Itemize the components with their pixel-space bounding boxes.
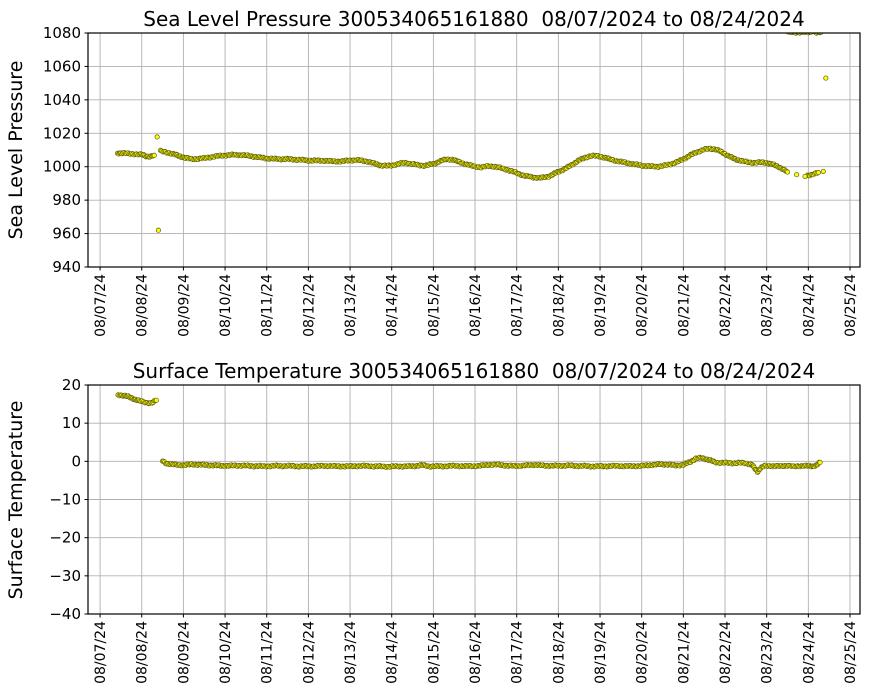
- y-tick-label: 960: [52, 225, 81, 243]
- data-point: [153, 397, 159, 403]
- y-tick-label: 1040: [43, 91, 81, 109]
- x-tick-label: 08/24/24: [801, 621, 817, 684]
- x-tick-label: 08/19/24: [593, 621, 609, 684]
- series-pressure-trailing-segment: [804, 170, 821, 179]
- y-tick-label: −40: [49, 605, 81, 623]
- x-tick-label: 08/15/24: [426, 274, 442, 337]
- data-point: [820, 168, 826, 174]
- x-tick-label: 08/25/24: [843, 274, 859, 337]
- x-tick-label: 08/23/24: [760, 274, 776, 337]
- x-tick-label: 08/08/24: [135, 621, 151, 684]
- data-point: [802, 173, 808, 179]
- series-temperature-main-segment: [160, 454, 823, 475]
- series-temperature-early-segment: [115, 392, 159, 407]
- x-tick-label: 08/10/24: [218, 621, 234, 684]
- x-tick-label: 08/21/24: [676, 621, 692, 684]
- y-tick-label: 1000: [43, 158, 81, 176]
- x-tick-label: 08/10/24: [218, 274, 234, 337]
- x-tick-label: 08/07/24: [93, 621, 109, 684]
- tick-labels: 1080 1060 1040 1020 1000 980 960 940 08/07/24 08/…: [43, 24, 859, 337]
- x-tick-label: 08/14/24: [385, 274, 401, 337]
- series-pressure-main-segment: [157, 145, 791, 182]
- tick-labels: 20 10 0 −10 −20 −30 −40 08/07/24 08/08/24 08/09/2…: [49, 376, 859, 684]
- y-tick-label: −20: [49, 529, 81, 547]
- plot-spines: [87, 384, 861, 615]
- series-pressure-scattered-points: [154, 75, 829, 233]
- y-tick-label: 940: [52, 258, 81, 276]
- data-point: [815, 170, 821, 176]
- x-tick-label: 08/24/24: [801, 274, 817, 337]
- pressure-chart: 1080 1060 1040 1020 1000 980 960 940 08/07/24 08/…: [5, 7, 861, 337]
- temperature-chart: 20 10 0 −10 −20 −30 −40 08/07/24 08/08/24 08/09/2…: [5, 359, 861, 684]
- x-tick-label: 08/07/24: [93, 274, 109, 337]
- gridlines: [88, 32, 860, 268]
- x-tick-label: 08/15/24: [426, 621, 442, 684]
- x-tick-label: 08/09/24: [176, 274, 192, 337]
- x-tick-label: 08/20/24: [635, 621, 651, 684]
- y-tick-label: −30: [49, 567, 81, 585]
- x-tick-label: 08/22/24: [718, 274, 734, 337]
- y-tick-label: 0: [71, 452, 81, 470]
- x-tick-label: 08/13/24: [343, 621, 359, 684]
- y-tick-label: 1080: [43, 24, 81, 42]
- x-tick-label: 08/18/24: [551, 621, 567, 684]
- x-tick-label: 08/23/24: [760, 621, 776, 684]
- x-tick-label: 08/12/24: [301, 621, 317, 684]
- x-tick-label: 08/16/24: [468, 274, 484, 337]
- y-tick-label: 1020: [43, 124, 81, 142]
- data-point: [823, 75, 829, 81]
- x-tick-label: 08/14/24: [385, 621, 401, 684]
- tick-marks: [84, 384, 851, 618]
- data-point: [154, 134, 160, 140]
- x-tick-label: 08/11/24: [260, 621, 276, 684]
- data-point: [155, 227, 161, 233]
- plot-spines: [87, 32, 861, 268]
- y-tick-label: 1060: [43, 57, 81, 75]
- temperature-y-axis-label: Surface Temperature: [5, 401, 27, 600]
- y-tick-label: 10: [62, 414, 81, 432]
- x-tick-label: 08/22/24: [718, 621, 734, 684]
- x-tick-label: 08/16/24: [468, 621, 484, 684]
- pressure-chart-title: Sea Level Pressure 300534065161880 08/07…: [143, 7, 804, 31]
- x-tick-label: 08/17/24: [510, 274, 526, 337]
- data-point: [151, 152, 157, 158]
- temperature-plot-area: 20 10 0 −10 −20 −30 −40 08/07/24 08/08/24 08/09/2…: [49, 376, 861, 684]
- series-pressure-early-segment: [115, 150, 157, 160]
- data-points: [115, 392, 823, 475]
- data-point: [818, 33, 824, 35]
- x-tick-label: 08/17/24: [510, 621, 526, 684]
- x-tick-label: 08/08/24: [135, 274, 151, 337]
- gridlines: [88, 384, 860, 615]
- temperature-chart-title: Surface Temperature 300534065161880 08/0…: [133, 359, 816, 383]
- x-tick-label: 08/12/24: [301, 274, 317, 337]
- x-tick-label: 08/25/24: [843, 621, 859, 684]
- y-tick-label: −10: [49, 491, 81, 509]
- pressure-plot-area: 1080 1060 1040 1020 1000 980 960 940 08/07/24 08/…: [43, 24, 861, 337]
- data-point: [817, 459, 823, 466]
- data-point: [794, 172, 800, 178]
- x-tick-label: 08/13/24: [343, 274, 359, 337]
- x-tick-label: 08/11/24: [260, 274, 276, 337]
- y-tick-label: 20: [62, 376, 81, 394]
- x-tick-label: 08/20/24: [635, 274, 651, 337]
- data-points: [115, 33, 829, 233]
- x-tick-label: 08/09/24: [176, 621, 192, 684]
- tick-marks: [84, 32, 851, 271]
- y-tick-label: 980: [52, 191, 81, 209]
- pressure-y-axis-label: Sea Level Pressure: [5, 61, 27, 240]
- x-tick-label: 08/21/24: [676, 274, 692, 337]
- x-tick-label: 08/18/24: [551, 274, 567, 337]
- data-point: [784, 169, 791, 175]
- x-tick-label: 08/19/24: [593, 274, 609, 337]
- data-point: [808, 33, 814, 35]
